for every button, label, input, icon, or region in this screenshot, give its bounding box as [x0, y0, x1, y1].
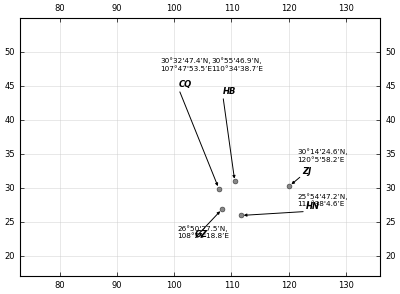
- Text: 26°50'27.5’N,
108°21'18.8’E: 26°50'27.5’N, 108°21'18.8’E: [177, 225, 229, 239]
- Text: HB: HB: [223, 87, 236, 96]
- Text: CQ: CQ: [179, 80, 192, 89]
- Text: 25°54'47.2’N,
111°38'4.6’E: 25°54'47.2’N, 111°38'4.6’E: [297, 193, 348, 207]
- Text: 30°32'47.4’N,
107°47'53.5’E: 30°32'47.4’N, 107°47'53.5’E: [160, 57, 212, 72]
- Text: GZ: GZ: [194, 230, 207, 239]
- Text: 30°14'24.6’N,
120°5'58.2’E: 30°14'24.6’N, 120°5'58.2’E: [297, 148, 348, 163]
- Text: 30°55'46.9’N,
110°34'38.7’E: 30°55'46.9’N, 110°34'38.7’E: [212, 57, 264, 72]
- Text: ZJ: ZJ: [302, 166, 311, 176]
- Text: HN: HN: [306, 203, 320, 211]
